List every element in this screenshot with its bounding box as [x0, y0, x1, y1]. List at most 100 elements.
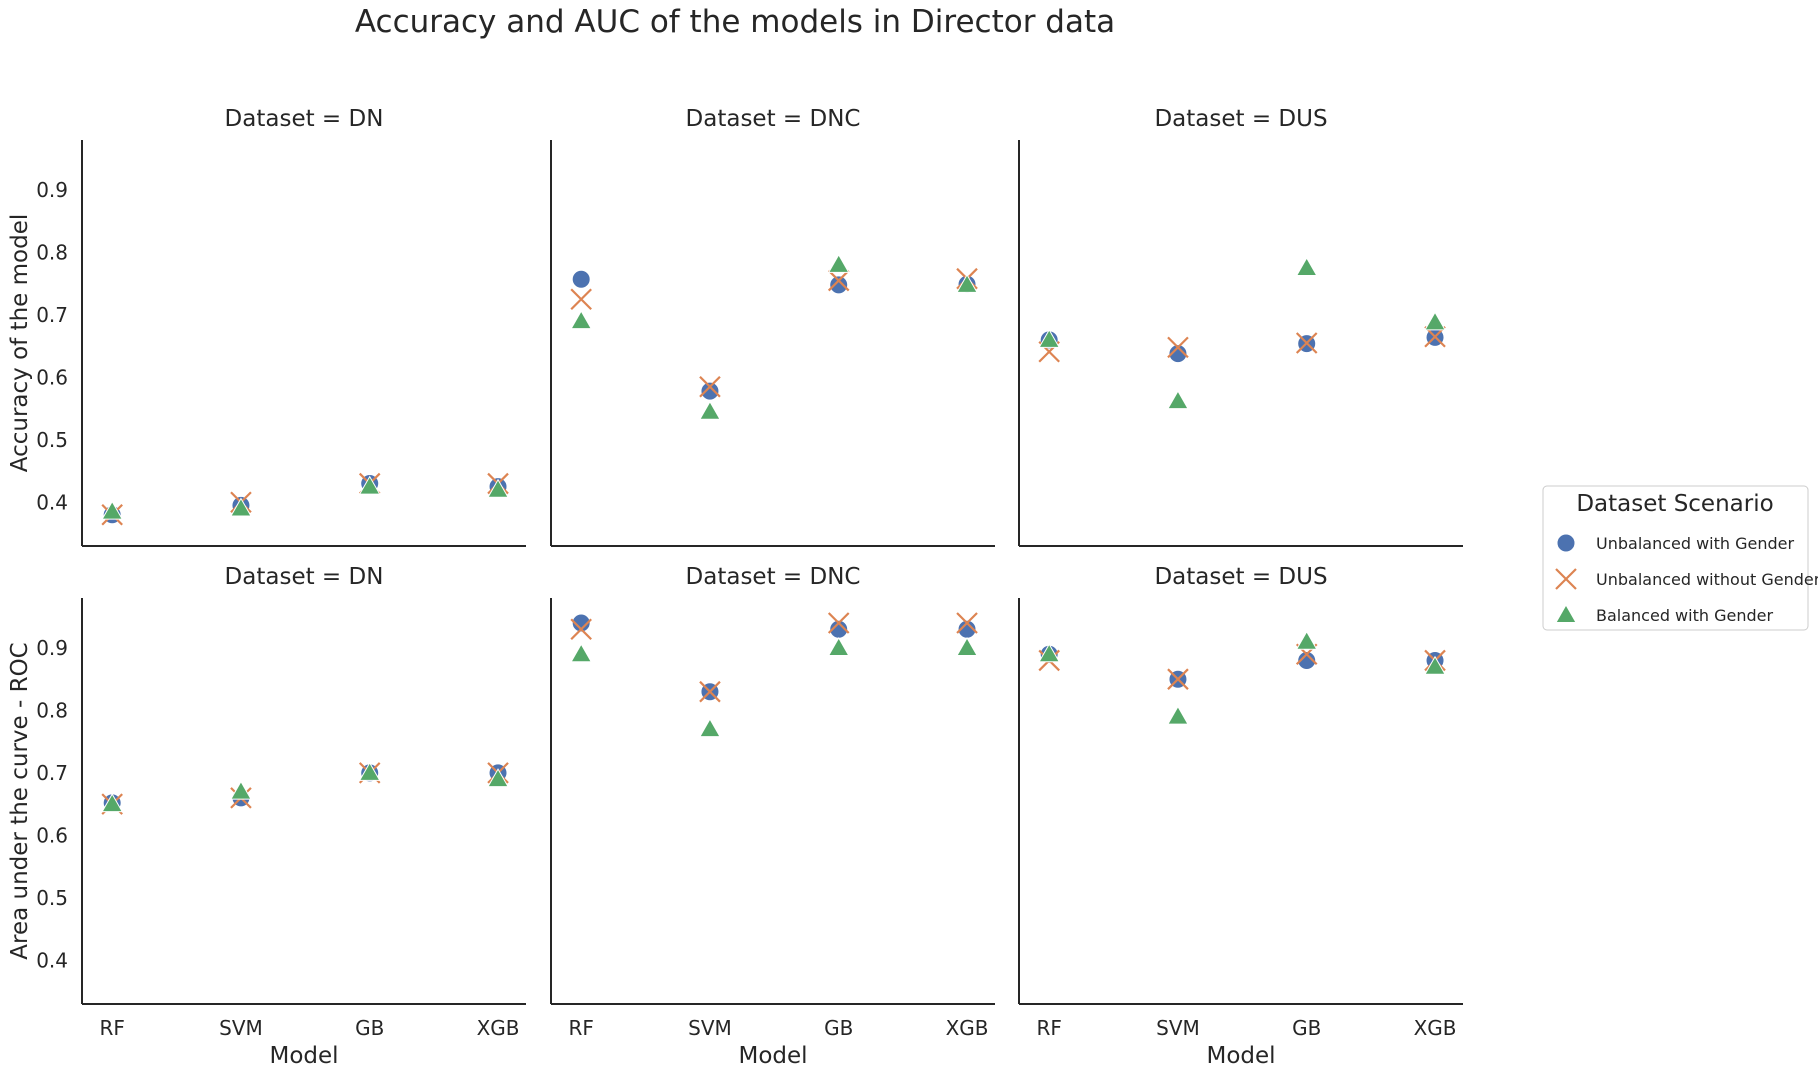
y-tick-label: 0.4	[36, 490, 68, 514]
data-point	[487, 478, 509, 498]
series-points	[1038, 257, 1446, 410]
y-tick-label: 0.5	[36, 428, 68, 452]
data-point	[230, 780, 252, 800]
data-point	[827, 269, 850, 292]
series-points	[571, 613, 977, 702]
series-points	[1039, 644, 1445, 689]
data-point	[1167, 336, 1189, 359]
series-points	[102, 763, 508, 813]
legend-frame	[1542, 485, 1809, 631]
data-point	[699, 718, 721, 738]
x-tick-label: GB	[1292, 1016, 1321, 1040]
data-point	[570, 618, 592, 641]
series-points	[1038, 325, 1446, 363]
x-tick-label: GB	[355, 1016, 384, 1040]
x-tick-label: XGB	[477, 1016, 520, 1040]
y-tick-label: 0.6	[36, 823, 68, 847]
series-points	[570, 253, 978, 420]
data-point	[1167, 705, 1189, 725]
series-points	[101, 761, 509, 813]
data-point	[1168, 344, 1188, 364]
y-tick-label: 0.7	[36, 303, 68, 327]
data-point	[956, 612, 978, 634]
y-axis-label: Area under the curve - ROC	[7, 642, 33, 959]
series-points	[570, 612, 978, 703]
data-point	[230, 497, 252, 517]
series-points	[570, 267, 978, 398]
legend: Dataset Scenario Unbalanced with Gender Un…	[1542, 485, 1818, 631]
x-tick-label: XGB	[946, 1016, 989, 1040]
data-point	[699, 375, 721, 398]
facet-title: Dataset = DNC	[686, 106, 861, 132]
data-point	[699, 400, 721, 420]
x-tick-label: RF	[1036, 1016, 1061, 1040]
legend-title: Dataset Scenario	[1576, 491, 1773, 517]
legend-entry-label: Balanced with Gender	[1596, 606, 1773, 625]
x-tick-label: RF	[99, 1016, 124, 1040]
data-point	[1038, 328, 1061, 348]
data-point	[101, 793, 124, 813]
data-point	[1295, 630, 1318, 650]
y-tick-label: 0.8	[36, 240, 68, 264]
data-point	[570, 310, 593, 330]
x-tick-label: SVM	[219, 1016, 263, 1040]
data-point	[101, 500, 124, 520]
data-point	[1424, 655, 1446, 675]
y-tick-label: 0.4	[36, 948, 68, 972]
facet-panel: Dataset = DNC	[550, 106, 995, 547]
y-tick-label: 0.5	[36, 886, 68, 910]
facet-panel: Dataset = DUS RF SVM GB XGB Model	[1018, 564, 1463, 1069]
series-points	[570, 636, 978, 738]
series-points	[101, 762, 509, 815]
x-tick-label: XGB	[1414, 1016, 1457, 1040]
y-tick-label: 0.6	[36, 365, 68, 389]
data-point	[956, 636, 978, 656]
data-point	[1167, 668, 1189, 690]
legend-marker	[1555, 568, 1577, 590]
y-tick-label: 0.8	[36, 698, 68, 722]
data-point	[1295, 257, 1318, 277]
y-tick-label: 0.9	[36, 178, 68, 202]
facet-panel: Dataset = DNC RF SVM GB XGB Model	[550, 564, 995, 1069]
data-point	[358, 761, 381, 781]
data-point	[1424, 311, 1446, 331]
series-points	[1039, 327, 1445, 364]
x-tick-label: RF	[568, 1016, 593, 1040]
series-points	[1038, 630, 1446, 725]
chart-title: Accuracy and AUC of the models in Direct…	[355, 4, 1115, 40]
x-axis-label: Model	[269, 1043, 338, 1069]
series-points	[101, 475, 509, 520]
legend-marker	[1555, 603, 1577, 623]
data-point	[827, 253, 850, 273]
series-points	[102, 474, 508, 525]
series-points	[571, 269, 977, 401]
series-points	[101, 472, 509, 526]
facet-title: Dataset = DUS	[1154, 106, 1327, 132]
data-point	[827, 636, 850, 656]
data-point	[699, 680, 721, 703]
series-points	[1038, 643, 1446, 690]
data-point	[827, 612, 850, 634]
x-tick-label: SVM	[688, 1016, 732, 1040]
x-axis-label: Model	[738, 1043, 807, 1069]
data-point	[1167, 390, 1189, 410]
data-point	[571, 269, 591, 289]
data-point	[956, 273, 978, 293]
data-point	[1038, 643, 1061, 663]
legend-marker	[1556, 533, 1576, 553]
data-point	[1295, 332, 1318, 354]
y-axis-label: Accuracy of the model	[7, 214, 33, 472]
facet-title: Dataset = DN	[225, 106, 384, 132]
data-point	[358, 475, 381, 495]
legend-entry-label: Unbalanced with Gender	[1596, 534, 1795, 553]
data-point	[570, 288, 592, 311]
legend-entry-label: Unbalanced without Gender	[1596, 570, 1818, 589]
facet-panel: Dataset = DUS	[1018, 106, 1463, 547]
x-tick-label: GB	[824, 1016, 853, 1040]
data-point	[1297, 650, 1317, 670]
data-point	[829, 275, 849, 295]
